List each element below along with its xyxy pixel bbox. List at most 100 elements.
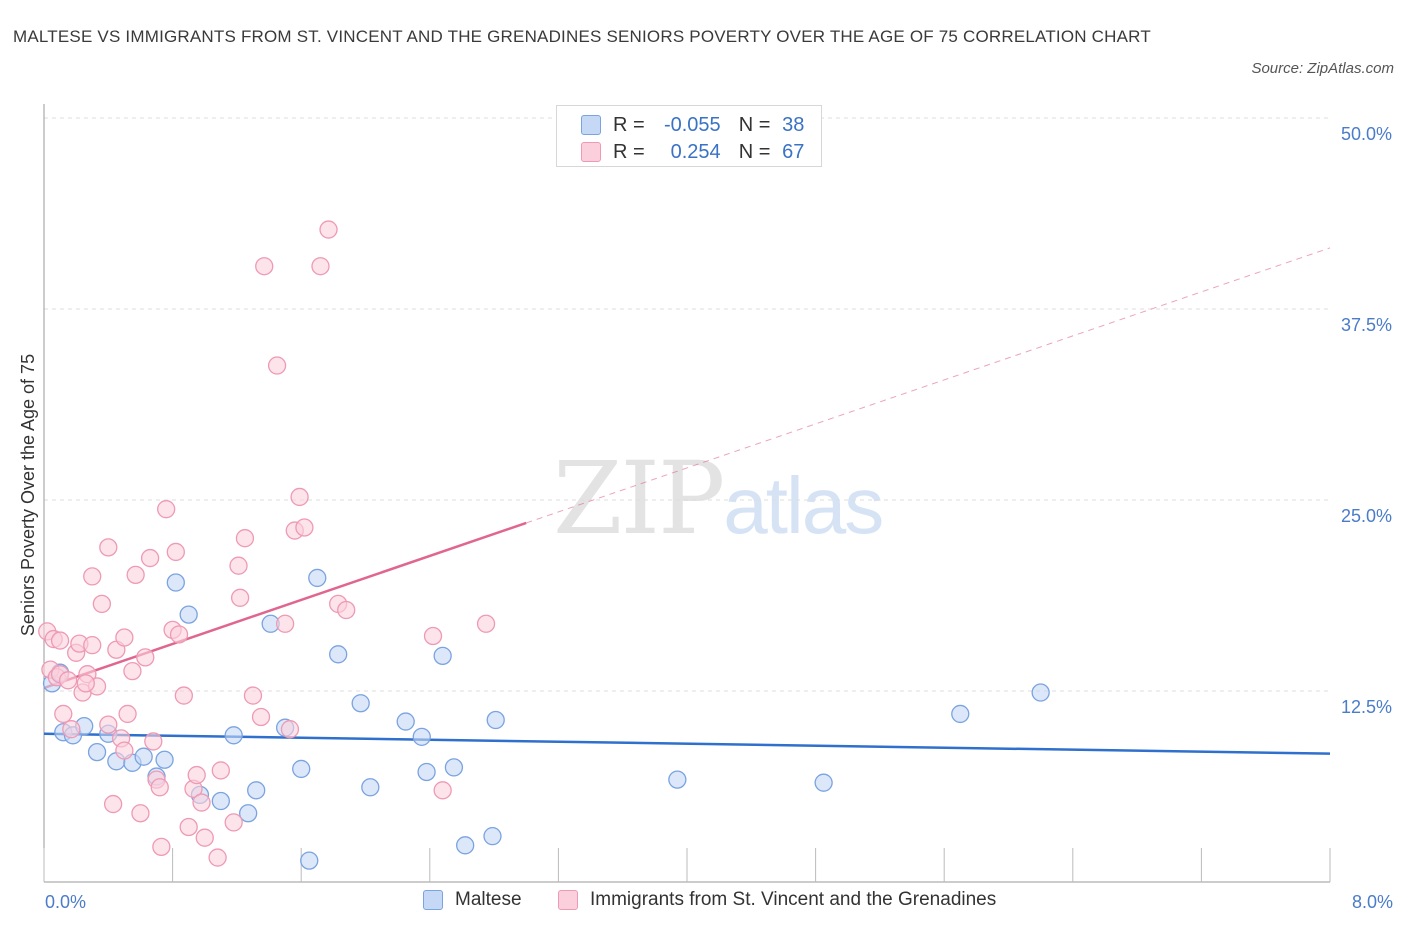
- data-point: [311, 257, 330, 276]
- data-point: [174, 686, 194, 705]
- data-point: [433, 781, 452, 800]
- legend-n-label: N =: [738, 113, 771, 136]
- data-point: [192, 793, 211, 812]
- data-point: [267, 356, 287, 375]
- legend-row-immigrants: R = 0.254 N = 67: [581, 139, 804, 165]
- data-point: [280, 720, 300, 739]
- x-tick-label: 8.0%: [1352, 892, 1393, 912]
- legend-row-maltese: R = -0.055 N = 38: [581, 112, 804, 138]
- data-point: [115, 628, 134, 647]
- data-point: [456, 836, 475, 855]
- watermark-atlas: atlas: [723, 461, 884, 550]
- correlation-legend: R = -0.055 N = 38 R = 0.254 N = 67: [556, 105, 822, 167]
- x-tick-label: 0.0%: [45, 892, 86, 912]
- y-tick-label: 37.5%: [1341, 315, 1392, 335]
- data-point: [229, 556, 248, 575]
- data-point: [118, 704, 137, 724]
- data-point: [208, 848, 227, 867]
- y-tick-label: 12.5%: [1341, 697, 1392, 717]
- data-point: [179, 817, 198, 837]
- data-point: [134, 747, 153, 766]
- data-point: [157, 500, 176, 519]
- data-point: [951, 704, 970, 724]
- data-point: [329, 645, 348, 664]
- data-point: [211, 761, 230, 780]
- data-point: [76, 674, 95, 693]
- data-point: [251, 707, 271, 727]
- data-point: [483, 827, 502, 846]
- data-point: [476, 614, 496, 633]
- data-point: [319, 220, 338, 239]
- data-point: [123, 661, 142, 681]
- legend-r-value: -0.055: [663, 113, 721, 136]
- legend-n-value: 38: [782, 113, 805, 136]
- data-point: [152, 837, 171, 857]
- data-point: [87, 742, 107, 762]
- data-point: [62, 720, 81, 739]
- series-legend: Maltese Immigrants from St. Vincent and …: [0, 889, 1406, 915]
- data-point: [351, 694, 370, 713]
- trend-line-solid: [43, 732, 1331, 755]
- data-point: [417, 762, 436, 782]
- data-point: [224, 813, 243, 832]
- y-axis-label: Seniors Poverty Over the Age of 75: [18, 354, 38, 636]
- data-point: [195, 828, 214, 847]
- data-point: [433, 646, 452, 666]
- data-point: [444, 758, 464, 777]
- data-point: [211, 791, 230, 811]
- data-point: [126, 565, 145, 585]
- data-point: [247, 781, 266, 800]
- axes: [43, 104, 1331, 883]
- data-point: [412, 727, 431, 746]
- data-point: [243, 686, 263, 705]
- data-point: [187, 765, 206, 785]
- data-point: [99, 538, 118, 557]
- data-point: [337, 600, 356, 620]
- data-point: [423, 626, 443, 646]
- data-point: [83, 567, 102, 586]
- legend-n-value: 67: [782, 140, 805, 163]
- data-point: [224, 726, 243, 745]
- data-point: [230, 588, 250, 607]
- tick-labels: 12.5% 25.0% 37.5% 50.0% 0.0% 8.0%: [45, 124, 1393, 912]
- legend-label-maltese: Maltese: [455, 889, 522, 910]
- data-point: [300, 851, 319, 870]
- data-point: [1031, 683, 1050, 702]
- data-point: [83, 636, 102, 655]
- trend-line-dashed: [526, 247, 1331, 524]
- data-point: [166, 573, 185, 592]
- legend-swatch-immigrants: [558, 890, 578, 910]
- data-point: [169, 625, 189, 644]
- legend-r-label: R =: [613, 113, 645, 136]
- data-point: [131, 804, 150, 823]
- legend-swatch-maltese: [581, 115, 601, 135]
- data-point: [239, 804, 258, 823]
- legend-r-value: 0.254: [670, 140, 721, 163]
- trend-lines: [43, 247, 1331, 755]
- data-point: [150, 778, 169, 797]
- watermark: ZIPatlas: [553, 440, 884, 557]
- chart-title: MALTESE VS IMMIGRANTS FROM ST. VINCENT A…: [13, 27, 1151, 46]
- data-point: [255, 257, 274, 276]
- data-point: [155, 750, 174, 769]
- data-point: [136, 648, 155, 667]
- data-point: [58, 671, 78, 690]
- data-point: [140, 548, 160, 568]
- data-point: [361, 778, 380, 797]
- data-points: [38, 220, 1050, 870]
- data-point: [235, 529, 255, 548]
- data-point: [179, 605, 198, 624]
- data-point: [50, 631, 70, 650]
- data-point: [115, 741, 134, 760]
- legend-swatch-maltese: [423, 890, 443, 910]
- data-point: [166, 542, 185, 562]
- data-point: [486, 710, 505, 730]
- data-point: [54, 704, 73, 724]
- legend-item-immigrants: Immigrants from St. Vincent and the Gren…: [558, 889, 996, 911]
- data-point: [144, 732, 163, 751]
- data-point: [275, 614, 295, 633]
- watermark-zip: ZIP: [553, 440, 725, 557]
- data-point: [292, 759, 311, 779]
- data-point: [814, 773, 833, 792]
